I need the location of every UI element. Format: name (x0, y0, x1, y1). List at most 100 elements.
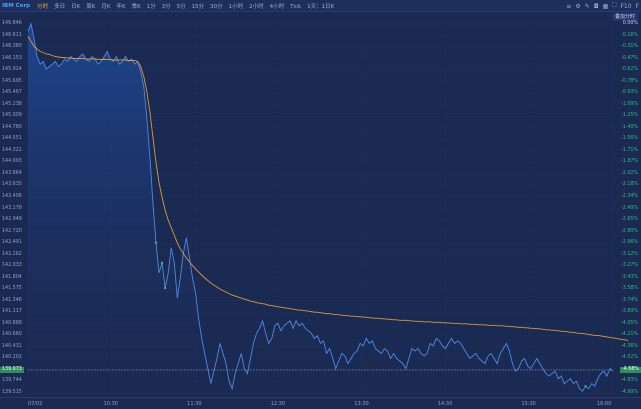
price-tick: 143.178 (2, 205, 22, 211)
period-tab[interactable]: 4小时 (269, 3, 285, 10)
percent-tick: -4.52% (621, 355, 638, 361)
price-tick: 139.744 (2, 378, 22, 384)
percent-tick: -4.99% (621, 390, 638, 395)
percent-tick: -0.47% (621, 55, 638, 61)
time-tick: 15:30 (521, 401, 536, 407)
percent-tick: -2.02% (621, 170, 638, 176)
price-tick: 139.515 (2, 390, 22, 395)
percent-tick: -1.25% (621, 113, 638, 119)
price-tick: 145.467 (2, 90, 22, 96)
period-tab[interactable]: Tick (290, 3, 302, 10)
average-line (27, 36, 629, 341)
percent-tick: -2.96% (621, 240, 638, 246)
period-tab[interactable]: 月K (101, 3, 111, 10)
price-chart[interactable] (0, 21, 641, 397)
percent-tick: 0.00% (622, 21, 638, 26)
price-tick: 141.804 (2, 274, 22, 280)
percent-axis: 0.00% -0.16% -0.31% -0.47% -0.62% -0.78% -0.93… (615, 21, 641, 397)
period-tab[interactable]: 5分 (176, 3, 186, 10)
price-area (28, 23, 613, 394)
price-tick: 143.864 (2, 170, 22, 176)
percent-tick: -2.49% (621, 205, 638, 211)
chart-markers (154, 241, 587, 388)
price-tick: 141.117 (2, 309, 22, 315)
edit-icon[interactable]: ✎ (584, 2, 590, 10)
percent-tick: -2.18% (621, 182, 638, 188)
percent-tick: -1.40% (621, 124, 638, 130)
toolbar-right: ≡ ⚙ ✎ ◘ ▦ ⛶ F10 F (566, 0, 639, 12)
percent-tick: -2.34% (621, 193, 638, 199)
time-tick: 12:30 (270, 401, 286, 407)
price-tick: 145.009 (2, 113, 22, 119)
price-tick: 145.238 (2, 101, 22, 107)
price-tick: 140.660 (2, 332, 22, 338)
period-tab[interactable]: 30分 (210, 3, 223, 10)
percent-tick: -0.62% (621, 67, 638, 73)
period-tab[interactable]: 年K (116, 3, 126, 10)
menu-icon[interactable]: ≡ (566, 2, 572, 10)
fullscreen-icon[interactable]: ⛶ (612, 2, 617, 9)
price-line (27, 22, 614, 392)
price-tick: 142.491 (2, 240, 22, 246)
price-tick: 142.033 (2, 263, 22, 269)
price-tick: 144.322 (2, 147, 22, 153)
percent-tick: -0.93% (621, 90, 638, 96)
percent-tick: -3.27% (621, 263, 638, 269)
price-tick: 141.575 (2, 286, 22, 292)
time-tick: 07/02 (28, 401, 43, 407)
percent-tick: -4.21% (621, 332, 638, 338)
camera-icon[interactable]: ◘ (593, 2, 599, 10)
percent-tick: -0.16% (621, 32, 638, 38)
price-tick: 142.262 (2, 251, 22, 257)
period-tab[interactable]: 周K (86, 3, 96, 10)
percent-tick: -3.89% (621, 309, 638, 315)
percent-tick: -3.43% (621, 274, 638, 280)
time-axis: 07/02 10:30 11:30 12:30 13:30 14:30 15:30 16:00 (0, 397, 641, 409)
time-tick: 16:00 (597, 401, 612, 407)
percent-tick: -1.87% (621, 159, 638, 165)
percent-tick: -1.56% (621, 136, 638, 142)
price-axis: 146.846 146.611 146.380 146.153 145.924 145.6… (0, 21, 26, 397)
time-tick: 13:30 (354, 401, 369, 407)
time-tick: 14:30 (437, 401, 453, 407)
price-tick: 142.720 (2, 228, 22, 234)
price-tick: 143.406 (2, 193, 22, 199)
percent-tick: -3.74% (621, 297, 638, 303)
overlay-toggle[interactable]: 叠加分时 (611, 13, 638, 21)
period-tab[interactable]: 1小时 (228, 3, 244, 10)
period-tab[interactable]: 季K (131, 3, 141, 10)
percent-tick: -3.12% (621, 251, 638, 257)
current-price-tag: 139.973 (0, 366, 24, 373)
percent-tick: -1.71% (621, 147, 638, 153)
period-tab[interactable]: 2小时 (249, 3, 264, 10)
period-tab[interactable]: 15分 (191, 3, 205, 10)
percent-tick: -4.05% (621, 320, 638, 326)
time-tick: 10:30 (103, 401, 118, 407)
settings-icon[interactable]: ⚙ (575, 2, 581, 10)
percent-tick: -2.65% (621, 217, 638, 223)
price-tick: 140.888 (2, 320, 22, 326)
period-tab[interactable]: 日K (71, 3, 81, 10)
percent-tick: -4.83% (621, 378, 638, 384)
adjust-select[interactable]: 1天：1日K (307, 3, 335, 10)
price-tick: 141.346 (2, 297, 22, 303)
period-tab[interactable]: 1分 (146, 3, 156, 10)
percent-tick: -4.36% (621, 343, 638, 349)
price-tick: 145.695 (2, 78, 22, 84)
price-tick: 143.635 (2, 182, 22, 188)
symbol-label[interactable]: IBM Corp (2, 2, 31, 9)
period-tabs: 分时 多日 日K 周K 月K 年K 季K 1分 3分 5分 15分 30分 1小时 2小时 4小时 Tick (34, 2, 304, 10)
layout-icon[interactable]: ▦ (602, 2, 609, 10)
trade-marker (163, 286, 167, 290)
trade-marker (584, 385, 587, 388)
period-tab[interactable]: 3分 (161, 3, 171, 10)
percent-tick: -1.09% (621, 101, 638, 107)
f-button[interactable]: F (635, 2, 639, 10)
price-tick: 146.846 (2, 21, 22, 26)
period-tab[interactable]: 分时 (37, 3, 49, 10)
period-tab[interactable]: 多日 (54, 3, 66, 10)
trade-marker (154, 241, 158, 244)
price-tick: 145.924 (2, 67, 22, 73)
f10-button[interactable]: F10 (620, 2, 632, 10)
percent-tick: -0.31% (621, 44, 638, 50)
